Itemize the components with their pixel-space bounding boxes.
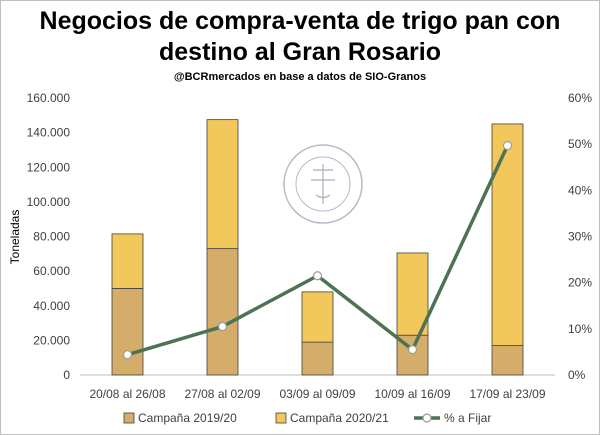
bar-segment [491, 123, 524, 346]
legend-swatch [123, 412, 135, 424]
y-right-tick-label: 40% [568, 183, 592, 197]
y-left-tick-label: 120.000 [27, 160, 71, 174]
x-tick-label: 20/08 al 26/08 [89, 387, 165, 401]
legend-label: Campaña 2019/20 [138, 411, 237, 425]
line-point [312, 271, 323, 281]
x-tick-label: 17/09 al 23/09 [469, 387, 545, 401]
legend-label: Campaña 2020/21 [290, 411, 389, 425]
bar-segment [111, 233, 144, 289]
bar-segment [206, 248, 239, 376]
chart-title: Negocios de compra-venta de trigo pan co… [0, 6, 600, 68]
legend-label: % a Fijar [444, 411, 491, 425]
y-axis-title: Toneladas [8, 210, 22, 265]
x-tick-label: 10/09 al 16/09 [374, 387, 450, 401]
y-left-tick-label: 100.000 [27, 195, 71, 209]
bar-segment [206, 119, 239, 250]
bar-segment [301, 291, 334, 343]
bar-segment [491, 345, 524, 376]
line-point [407, 345, 418, 355]
bar-segment [396, 252, 429, 336]
chart-subtitle: @BCRmercados en base a datos de SIO-Gran… [173, 71, 427, 83]
y-left-tick-label: 160.000 [27, 91, 71, 105]
y-left-tick-label: 140.000 [27, 126, 71, 140]
y-left-tick-label: 60.000 [33, 264, 70, 278]
legend-line-marker [422, 413, 432, 423]
y-right-tick-label: 50% [568, 137, 592, 151]
y-right-tick-label: 30% [568, 230, 592, 244]
x-tick-label: 03/09 al 09/09 [279, 387, 355, 401]
legend-swatch [275, 412, 287, 424]
y-left-tick-label: 80.000 [33, 230, 70, 244]
line-point [122, 350, 133, 360]
watermark-seal [283, 144, 363, 224]
chart-title-line2: destino al Gran Rosario [158, 38, 441, 66]
line-point [502, 140, 513, 151]
y-right-tick-label: 10% [568, 322, 592, 336]
x-tick-label: 27/08 al 02/09 [184, 387, 260, 401]
line-point [217, 321, 228, 332]
y-left-tick-label: 20.000 [33, 333, 70, 347]
y-left-tick-label: 0 [63, 368, 70, 382]
y-left-tick-label: 40.000 [33, 299, 70, 313]
y-right-tick-label: 0% [568, 368, 586, 382]
chart-title-line1: Negocios de compra-venta de trigo pan co… [39, 7, 561, 35]
y-right-tick-label: 20% [568, 276, 592, 290]
bar-segment [301, 341, 334, 376]
bar-segment [111, 288, 144, 376]
y-right-tick-label: 60% [568, 91, 592, 105]
